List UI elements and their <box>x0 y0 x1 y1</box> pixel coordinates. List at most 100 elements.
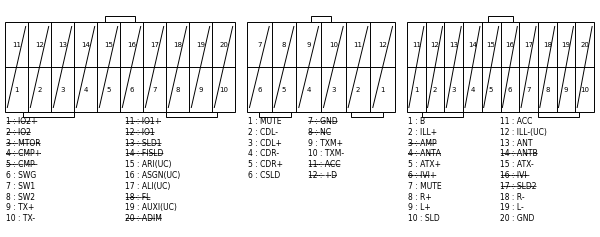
Text: 3: 3 <box>452 87 456 92</box>
Text: 2 : ILL+: 2 : ILL+ <box>408 128 437 137</box>
Text: 3̶ ̶:̶ ̶M̶T̶O̶R̶: 3̶ ̶:̶ ̶M̶T̶O̶R̶ <box>6 139 41 148</box>
Text: 6 : SWG: 6 : SWG <box>6 171 36 180</box>
Text: 14: 14 <box>81 41 90 47</box>
Bar <box>311 16 331 22</box>
Text: 7: 7 <box>257 41 262 47</box>
Text: 18: 18 <box>173 41 182 47</box>
Text: 17: 17 <box>524 41 533 47</box>
Text: 5 : CDR+: 5 : CDR+ <box>248 160 283 169</box>
Text: 1̶8̶ ̶:̶ ̶F̶L̶: 1̶8̶ ̶:̶ ̶F̶L̶ <box>125 193 151 202</box>
Text: 1̶1̶ ̶:̶ ̶A̶C̶C̶: 1̶1̶ ̶:̶ ̶A̶C̶C̶ <box>308 160 341 169</box>
Text: 9 : TXM+: 9 : TXM+ <box>308 139 343 148</box>
Text: 20 : GND: 20 : GND <box>500 214 535 223</box>
Text: 10 : TXM-: 10 : TXM- <box>308 149 344 158</box>
Text: 1̶4̶ ̶:̶ ̶A̶N̶T̶B̶: 1̶4̶ ̶:̶ ̶A̶N̶T̶B̶ <box>500 149 538 158</box>
Text: 8 : SW2: 8 : SW2 <box>6 193 35 202</box>
Bar <box>105 16 135 22</box>
Bar <box>23 112 74 117</box>
Text: 6: 6 <box>508 87 512 92</box>
Bar <box>247 22 395 112</box>
Text: 15: 15 <box>487 41 496 47</box>
Text: 1̶7̶ ̶:̶ ̶S̶L̶D̶2̶: 1̶7̶ ̶:̶ ̶S̶L̶D̶2̶ <box>500 182 536 191</box>
Text: 1̶3̶ ̶:̶ ̶S̶L̶D̶1̶: 1̶3̶ ̶:̶ ̶S̶L̶D̶1̶ <box>125 139 161 148</box>
Text: 10: 10 <box>580 87 589 92</box>
Text: 11: 11 <box>12 41 21 47</box>
Text: 9: 9 <box>307 41 311 47</box>
Text: 14: 14 <box>468 41 477 47</box>
Text: 9 : L+: 9 : L+ <box>408 203 431 212</box>
Text: 12: 12 <box>431 41 439 47</box>
Text: 1̶ ̶:̶ ̶I̶O̶2̶+̶: 1̶ ̶:̶ ̶I̶O̶2̶+̶ <box>6 117 37 126</box>
Text: 7 : MUTE: 7 : MUTE <box>408 182 442 191</box>
Text: 5: 5 <box>282 87 286 92</box>
Text: 2̶0̶ ̶:̶ ̶A̶D̶I̶M̶: 2̶0̶ ̶:̶ ̶A̶D̶I̶M̶ <box>125 214 162 223</box>
Text: 11: 11 <box>353 41 362 47</box>
Text: 16 : ASGN(UC): 16 : ASGN(UC) <box>125 171 180 180</box>
Text: 19: 19 <box>562 41 571 47</box>
Text: 2: 2 <box>37 87 41 92</box>
Text: 2: 2 <box>433 87 437 92</box>
Text: 17: 17 <box>150 41 159 47</box>
Text: 20: 20 <box>580 41 589 47</box>
Text: 4: 4 <box>83 87 88 92</box>
Text: 8 : R+: 8 : R+ <box>408 193 432 202</box>
Text: 6: 6 <box>129 87 134 92</box>
Text: 8: 8 <box>175 87 180 92</box>
Text: 6: 6 <box>257 87 262 92</box>
Text: 16: 16 <box>505 41 514 47</box>
Text: 1 : B: 1 : B <box>408 117 425 126</box>
Text: 6 : CSLD: 6 : CSLD <box>248 171 280 180</box>
Text: 13: 13 <box>58 41 67 47</box>
Text: 3: 3 <box>60 87 65 92</box>
Text: 9 : TX+: 9 : TX+ <box>6 203 34 212</box>
Text: 16: 16 <box>127 41 136 47</box>
Text: 12: 12 <box>35 41 44 47</box>
Text: 15 : ATX-: 15 : ATX- <box>500 160 534 169</box>
Text: 12: 12 <box>378 41 387 47</box>
Bar <box>166 112 217 117</box>
Text: 1̶4̶ ̶:̶ ̶F̶I̶S̶L̶D̶: 1̶4̶ ̶:̶ ̶F̶I̶S̶L̶D̶ <box>125 149 163 158</box>
Bar <box>259 112 292 117</box>
Bar <box>5 22 235 112</box>
Text: 15: 15 <box>104 41 113 47</box>
Text: 5̶ ̶:̶ ̶C̶M̶P̶-̶: 5̶ ̶:̶ ̶C̶M̶P̶-̶ <box>6 160 37 169</box>
Text: 1: 1 <box>14 87 19 92</box>
Text: 9: 9 <box>198 87 203 92</box>
Text: 3 : CDL+: 3 : CDL+ <box>248 139 282 148</box>
Text: 8̶ ̶:̶ ̶N̶C̶: 8̶ ̶:̶ ̶N̶C̶ <box>308 128 331 137</box>
Text: 13: 13 <box>449 41 458 47</box>
Text: 4̶ ̶:̶ ̶A̶N̶T̶A̶: 4̶ ̶:̶ ̶A̶N̶T̶A̶ <box>408 149 441 158</box>
Text: 3: 3 <box>331 87 335 92</box>
Text: 7: 7 <box>526 87 531 92</box>
Text: 12 : ILL-(UC): 12 : ILL-(UC) <box>500 128 547 137</box>
Text: 1̶1̶ ̶:̶ ̶I̶O̶1̶+̶: 1̶1̶ ̶:̶ ̶I̶O̶1̶+̶ <box>125 117 161 126</box>
Text: 4̶ ̶:̶ ̶C̶M̶P̶+̶: 4̶ ̶:̶ ̶C̶M̶P̶+̶ <box>6 149 41 158</box>
Bar <box>488 16 512 22</box>
Text: 19 : L-: 19 : L- <box>500 203 524 212</box>
Text: 1 : MUTE: 1 : MUTE <box>248 117 281 126</box>
Text: 4: 4 <box>307 87 311 92</box>
Bar <box>538 112 579 117</box>
Text: 10 : TX-: 10 : TX- <box>6 214 35 223</box>
Text: 2 : CDL-: 2 : CDL- <box>248 128 278 137</box>
Text: 11 : ACC: 11 : ACC <box>500 117 532 126</box>
Text: 8: 8 <box>282 41 286 47</box>
Bar <box>350 112 383 117</box>
Text: 17 : ALI(UC): 17 : ALI(UC) <box>125 182 170 191</box>
Text: 7 : SW1: 7 : SW1 <box>6 182 35 191</box>
Text: 20: 20 <box>219 41 228 47</box>
Text: 5: 5 <box>106 87 110 92</box>
Text: 10: 10 <box>219 87 228 92</box>
Text: 6̶ ̶:̶ ̶I̶V̶I̶+̶: 6̶ ̶:̶ ̶I̶V̶I̶+̶ <box>408 171 436 180</box>
Text: 10: 10 <box>329 41 338 47</box>
Text: 2̶ ̶:̶ ̶I̶O̶2̶: 2̶ ̶:̶ ̶I̶O̶2̶ <box>6 128 31 137</box>
Text: 1: 1 <box>414 87 419 92</box>
Text: 1: 1 <box>380 87 385 92</box>
Text: 18: 18 <box>543 41 552 47</box>
Text: 13 : ANT: 13 : ANT <box>500 139 533 148</box>
Text: 5: 5 <box>489 87 493 92</box>
Text: 7̶ ̶:̶ ̶G̶N̶D̶: 7̶ ̶:̶ ̶G̶N̶D̶ <box>308 117 338 126</box>
Bar <box>407 22 594 112</box>
Text: 1̶6̶ ̶:̶ ̶I̶V̶I̶-̶: 1̶6̶ ̶:̶ ̶I̶V̶I̶-̶ <box>500 171 529 180</box>
Text: 10 : SLD: 10 : SLD <box>408 214 440 223</box>
